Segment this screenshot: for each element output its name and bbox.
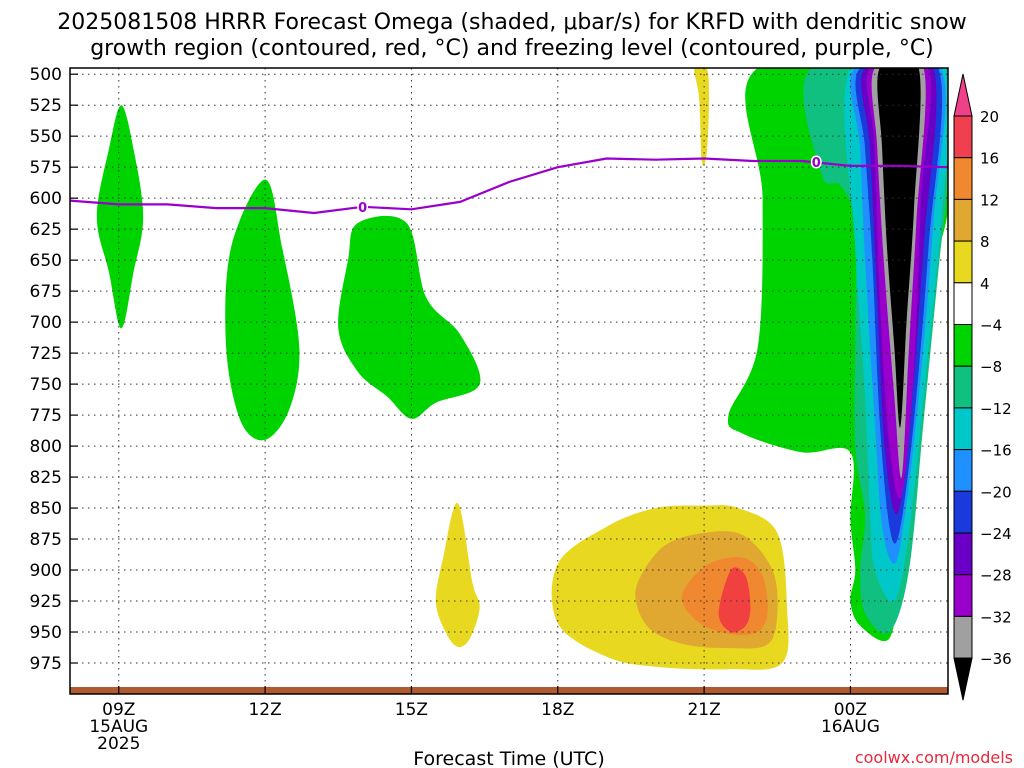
x-tick-label: 15Z <box>395 700 428 720</box>
y-tick-label: 800 <box>30 437 62 457</box>
freezing-level-label: 0 <box>358 201 367 216</box>
x-tick-label: 15AUG <box>89 717 148 737</box>
x-tick-label: 21Z <box>687 700 720 720</box>
colorbar-label: −12 <box>980 400 1012 418</box>
colorbar-label: −32 <box>980 608 1012 626</box>
freezing-level-label: 0 <box>812 156 821 171</box>
chart-title-line1: 2025081508 HRRR Forecast Omega (shaded, … <box>57 10 967 35</box>
colorbar-swatch <box>953 365 973 409</box>
y-tick-label: 875 <box>30 530 62 550</box>
x-tick-label: 09Z <box>102 700 135 720</box>
omega-shaded-regions <box>96 68 948 670</box>
colorbar-label: −20 <box>980 483 1012 501</box>
colorbar-label: −24 <box>980 525 1012 543</box>
y-tick-label: 775 <box>30 406 62 426</box>
colorbar-swatch <box>953 532 973 576</box>
y-tick-label: 825 <box>30 468 62 488</box>
colorbar-label: −36 <box>980 650 1012 668</box>
chart-title-line2: growth region (contoured, red, °C) and f… <box>90 36 934 61</box>
y-tick-label: 725 <box>30 344 62 364</box>
omega-region-12 <box>694 68 709 166</box>
colorbar-swatch <box>953 282 973 325</box>
y-tick-label: 700 <box>30 313 62 333</box>
colorbar-swatch <box>953 157 973 200</box>
x-tick-label: 16AUG <box>821 717 880 737</box>
colorbar-swatch <box>953 198 973 242</box>
y-tick-label: 500 <box>30 65 62 85</box>
colorbar-bottom-arrow <box>953 657 973 701</box>
y-tick-label: 925 <box>30 592 62 612</box>
y-tick-label: 900 <box>30 561 62 581</box>
omega-colorbar: 20 16 12 8 4 −4 −8 −12 −16 −20 −24 −28 −32 −36 <box>953 73 1012 701</box>
omega-region-2 <box>338 215 481 419</box>
dotted-grid <box>70 68 948 694</box>
credit-text: coolwx.com/models <box>855 748 1013 767</box>
y-tick-label: 550 <box>30 127 62 147</box>
colorbar-swatch <box>953 324 973 367</box>
plot-frame <box>69 67 949 695</box>
surface-ground-strip <box>70 687 948 694</box>
y-tick-label: 750 <box>30 375 62 395</box>
freezing-level-contour: 00 <box>70 155 948 217</box>
colorbar-label: 8 <box>980 233 990 251</box>
colorbar-swatch <box>953 240 973 284</box>
colorbar-top-arrow <box>953 73 973 117</box>
y-tick-label: 675 <box>30 282 62 302</box>
colorbar-label: −8 <box>980 358 1002 376</box>
y-tick-label: 975 <box>30 654 62 674</box>
colorbar-label: 16 <box>980 150 999 168</box>
x-tick-label: 00Z <box>834 700 867 720</box>
y-tick-label: 600 <box>30 189 62 209</box>
x-tick-label: 2025 <box>97 734 140 754</box>
colorbar-label: 12 <box>980 191 999 209</box>
colorbar-label: −4 <box>980 317 1002 335</box>
colorbar-swatch <box>953 615 973 659</box>
y-tick-label: 575 <box>30 158 62 178</box>
freezing-level-line <box>70 157 948 215</box>
colorbar-label: −16 <box>980 442 1012 460</box>
y-tick-label: 950 <box>30 623 62 643</box>
omega-region-17 <box>718 567 751 633</box>
omega-region-13 <box>435 502 480 648</box>
y-axis-ticks: 500 525 550 575 600 625 650 675 700 725 750 775 800 8… <box>30 65 78 674</box>
x-tick-label: 18Z <box>541 700 574 720</box>
colorbar-swatch <box>953 407 973 451</box>
colorbar-label: 20 <box>980 108 999 126</box>
y-tick-label: 525 <box>30 96 62 116</box>
y-tick-label: 850 <box>30 499 62 519</box>
omega-region-1 <box>225 179 300 441</box>
colorbar-swatch <box>953 574 973 617</box>
omega-region-11 <box>877 68 921 428</box>
y-tick-label: 625 <box>30 220 62 240</box>
colorbar-swatch <box>953 449 973 492</box>
colorbar-label: −28 <box>980 567 1012 585</box>
colorbar-swatch <box>953 490 973 534</box>
x-tick-label: 12Z <box>248 700 281 720</box>
colorbar-swatch <box>953 115 973 159</box>
omega-region-0 <box>96 105 144 329</box>
colorbar-label: 4 <box>980 275 990 293</box>
x-axis-label: Forecast Time (UTC) <box>413 748 604 768</box>
y-tick-label: 650 <box>30 251 62 271</box>
